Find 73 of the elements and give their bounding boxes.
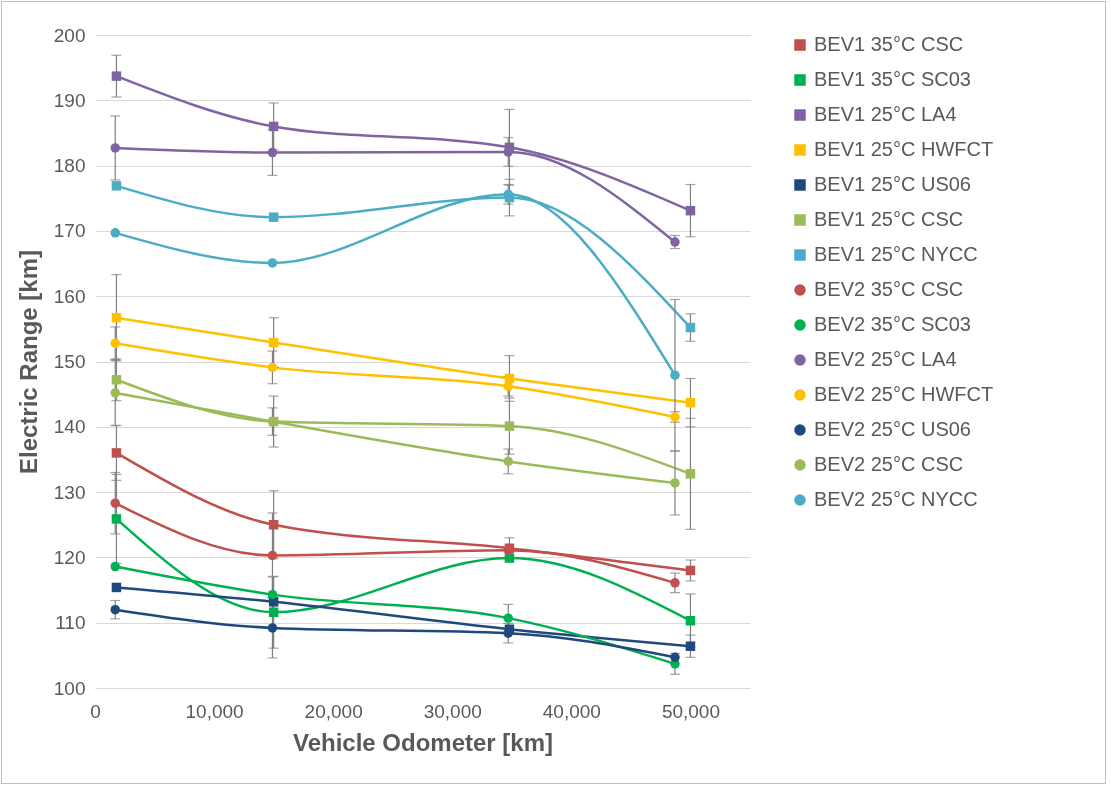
legend-label: BEV2 25°C US06 <box>814 418 971 440</box>
point <box>111 582 122 593</box>
point <box>267 258 278 268</box>
legend-label: BEV2 25°C HWFCT <box>814 383 994 405</box>
point <box>267 623 278 633</box>
point <box>111 375 122 385</box>
point <box>111 313 122 323</box>
legend-label: BEV2 25°C LA4 <box>814 348 957 370</box>
point <box>670 478 680 488</box>
point <box>110 228 120 238</box>
x-tick-label: 20,000 <box>304 700 363 722</box>
point <box>670 370 680 380</box>
point <box>268 607 279 617</box>
point <box>110 388 120 398</box>
legend-label: BEV1 25°C HWFCT <box>814 138 994 160</box>
y-tick-label: 130 <box>53 481 86 503</box>
x-tick-label: 0 <box>90 700 101 722</box>
point <box>110 561 120 572</box>
point <box>111 448 122 458</box>
y-tick-label: 190 <box>53 89 86 111</box>
point <box>267 362 278 373</box>
point <box>685 616 696 626</box>
x-tick-label: 50,000 <box>661 700 721 722</box>
point <box>110 143 120 153</box>
point <box>111 514 122 524</box>
y-tick-label: 110 <box>55 612 86 634</box>
y-tick-label: 200 <box>53 24 86 46</box>
y-tick-label: 180 <box>53 155 86 177</box>
point <box>268 337 279 348</box>
point <box>685 322 696 333</box>
y-tick-label: 100 <box>53 677 86 699</box>
legend-label: BEV1 35°C SC03 <box>814 68 971 90</box>
legend-label: BEV1 35°C CSC <box>814 33 964 55</box>
y-tick-label: 120 <box>53 546 86 568</box>
point <box>503 613 513 623</box>
point <box>503 456 513 467</box>
legend-label: BEV1 25°C US06 <box>814 173 971 195</box>
point <box>268 520 279 530</box>
point <box>504 421 515 431</box>
y-tick-label: 170 <box>53 220 86 242</box>
point <box>111 181 122 191</box>
point <box>267 589 278 600</box>
x-tick-label: 30,000 <box>423 700 482 722</box>
x-tick-label: 40,000 <box>542 700 601 722</box>
point <box>110 604 120 615</box>
point <box>268 212 279 222</box>
x-axis-title: Vehicle Odometer [km] <box>292 728 554 756</box>
point <box>268 121 279 132</box>
legend-label: BEV1 25°C LA4 <box>814 103 957 125</box>
y-tick-label: 150 <box>53 351 86 372</box>
legend-label: BEV2 25°C NYCC <box>814 488 978 510</box>
point <box>685 641 696 651</box>
point <box>685 469 696 479</box>
y-tick-label: 140 <box>53 416 86 438</box>
point <box>670 578 680 588</box>
point <box>110 338 120 348</box>
legend-label: BEV2 35°C SC03 <box>814 313 971 335</box>
point <box>503 147 513 157</box>
point <box>685 565 696 576</box>
x-tick-label: 10,000 <box>185 700 244 722</box>
point <box>110 498 120 508</box>
y-tick-label: 160 <box>53 285 86 307</box>
point <box>670 652 680 663</box>
point <box>267 147 278 158</box>
legend-label: BEV1 25°C CSC <box>814 208 964 230</box>
point <box>685 397 696 408</box>
point <box>685 205 696 216</box>
legend-label: BEV2 35°C CSC <box>814 278 964 300</box>
point <box>111 71 122 81</box>
y-axis-title: Electric Range [km] <box>14 249 42 475</box>
legend-label: BEV1 25°C NYCC <box>814 243 978 265</box>
legend-label: BEV2 25°C CSC <box>814 453 964 475</box>
point <box>267 550 278 561</box>
